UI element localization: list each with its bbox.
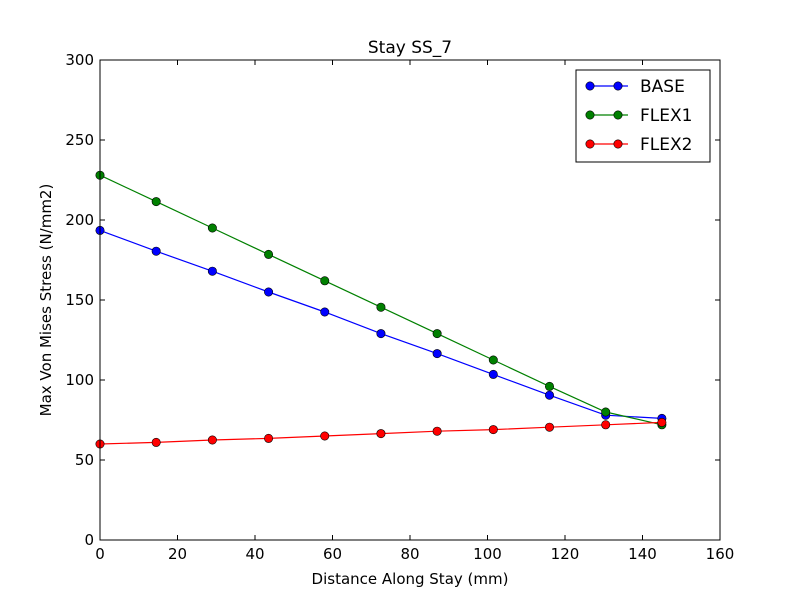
data-point-flex1 [432, 329, 442, 339]
y-tick-label: 100 [65, 371, 94, 389]
data-point-base [207, 266, 217, 276]
x-tick-label: 0 [95, 545, 105, 563]
data-point-flex2 [488, 425, 498, 435]
data-point-flex2 [432, 426, 442, 436]
x-tick-label: 60 [323, 545, 342, 563]
data-point-flex1 [207, 223, 217, 233]
legend-marker-flex2 [585, 139, 595, 149]
data-point-base [320, 307, 330, 317]
legend-label-flex1: FLEX1 [640, 106, 692, 126]
data-point-base [376, 329, 386, 339]
data-point-flex2 [376, 429, 386, 439]
data-point-base [264, 287, 274, 297]
data-point-flex1 [376, 302, 386, 312]
legend-marker-flex1 [613, 110, 623, 120]
data-point-flex2 [151, 437, 161, 447]
x-axis-label: Distance Along Stay (mm) [312, 570, 509, 588]
data-point-flex1 [601, 407, 611, 417]
legend-label-flex2: FLEX2 [640, 135, 692, 155]
data-point-flex1 [544, 381, 554, 391]
legend-marker-base [613, 81, 623, 91]
legend-box [575, 69, 711, 163]
y-tick-label: 250 [65, 131, 94, 149]
data-point-flex1 [151, 197, 161, 207]
x-tick-label: 100 [473, 545, 502, 563]
data-point-flex1 [320, 276, 330, 286]
data-point-flex2 [601, 420, 611, 430]
data-point-base [151, 246, 161, 256]
legend-label-base: BASE [640, 77, 685, 97]
legend: BASE FLEX1 FLEX2 [575, 69, 711, 163]
data-point-flex1 [488, 355, 498, 365]
x-tick-label: 20 [168, 545, 187, 563]
data-point-flex2 [544, 422, 554, 432]
y-tick-label: 200 [65, 211, 94, 229]
y-tick-label: 50 [75, 451, 94, 469]
legend-marker-base [585, 81, 595, 91]
y-axis-label: Max Von Mises Stress (N/mm2) [37, 184, 55, 417]
x-tick-label: 40 [245, 545, 264, 563]
x-tick-label: 80 [400, 545, 419, 563]
data-point-flex2 [207, 435, 217, 445]
x-tick-label: 140 [628, 545, 657, 563]
data-point-flex2 [657, 417, 667, 427]
x-tick-label: 120 [551, 545, 580, 563]
data-point-base [544, 390, 554, 400]
y-tick-label: 150 [65, 291, 94, 309]
chart-title: Stay SS_7 [368, 38, 452, 58]
data-point-flex2 [264, 433, 274, 443]
y-axis-ticks: 0 50 100 150 200 250 300 [65, 51, 720, 549]
x-tick-label: 160 [706, 545, 735, 563]
data-point-flex1 [264, 249, 274, 259]
y-tick-label: 300 [65, 51, 94, 69]
y-tick-label: 0 [84, 531, 94, 549]
x-axis-ticks: 0 20 40 60 80 100 120 140 160 [95, 60, 734, 563]
legend-marker-flex1 [585, 110, 595, 120]
data-point-base [488, 369, 498, 379]
data-point-flex2 [320, 431, 330, 441]
data-point-base [432, 349, 442, 359]
legend-marker-flex2 [613, 139, 623, 149]
